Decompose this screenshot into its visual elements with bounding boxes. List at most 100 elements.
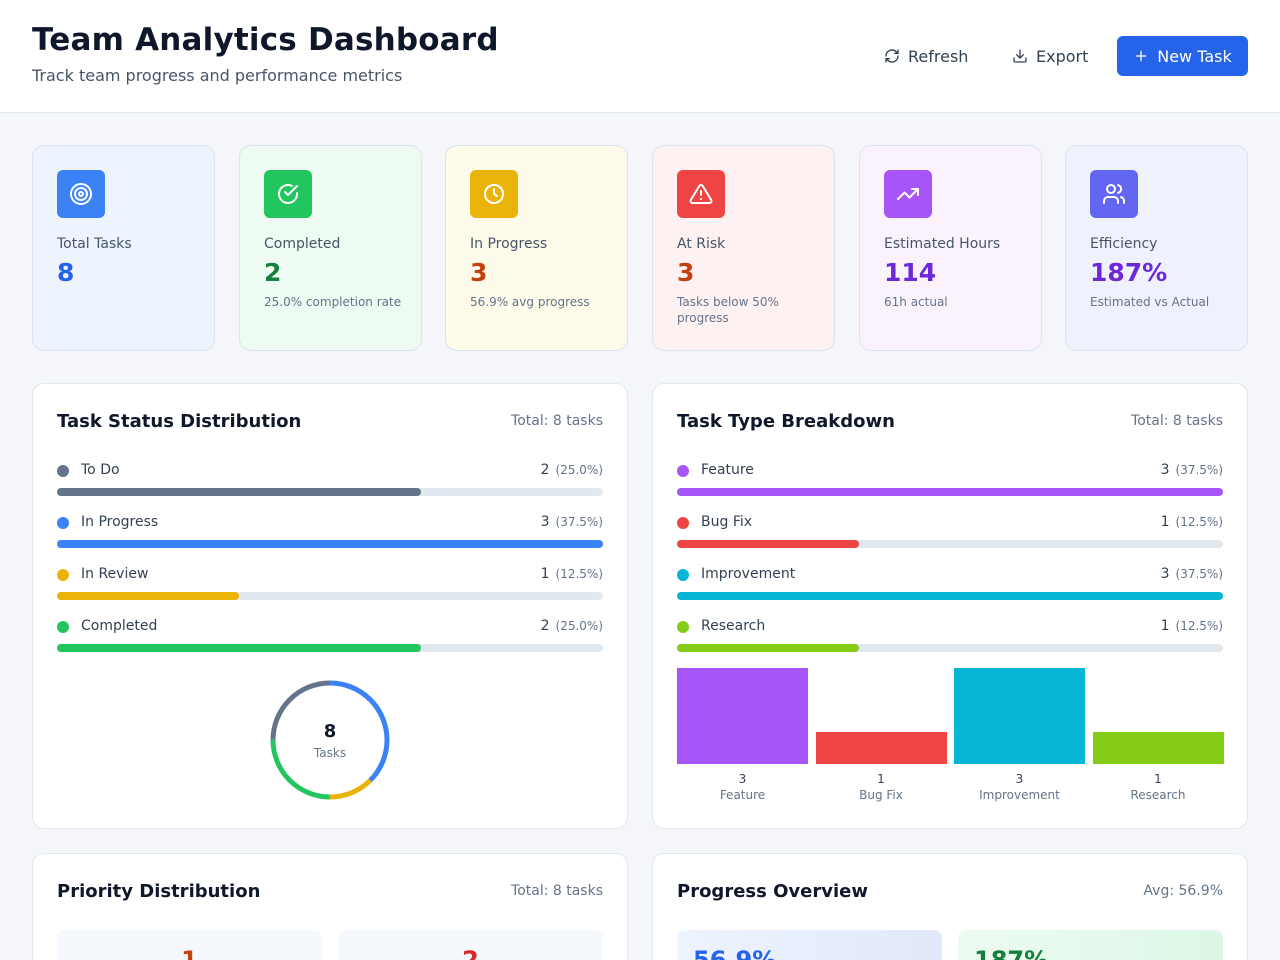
row-label: Bug Fix <box>701 514 753 530</box>
stat-subtext: Estimated vs Actual <box>1090 295 1210 309</box>
refresh-button[interactable]: Refresh <box>884 36 968 76</box>
row-label: Research <box>701 618 766 634</box>
row-count: 3 (37.5%) <box>1161 566 1223 582</box>
progress-fill <box>57 540 603 548</box>
row-percent: (12.5%) <box>1175 515 1223 529</box>
donut-label: Tasks <box>313 746 347 760</box>
bar-category-label: Feature <box>719 788 766 802</box>
new-task-button[interactable]: New Task <box>1117 36 1248 76</box>
legend-dot <box>677 569 689 581</box>
bar-category-label: Research <box>1130 788 1186 802</box>
row-percent: (12.5%) <box>555 567 603 581</box>
row-count-value: 2 <box>540 462 550 478</box>
task-type-bar-chart: 3 Feature 1 Bug Fix 3 Improvement 1 Research <box>677 668 1224 804</box>
stat-label: Estimated Hours <box>884 236 1001 252</box>
export-button[interactable]: Export <box>1012 36 1088 76</box>
distribution-row: Completed 2 (25.0%) <box>57 618 603 658</box>
legend-dot <box>677 517 689 529</box>
panel-total: Total: 8 tasks <box>511 883 603 899</box>
bar-bug-fix <box>815 732 947 764</box>
stat-subtext: 61h actual <box>884 295 948 309</box>
stat-card-completed: Completed 2 25.0% completion rate <box>239 145 422 351</box>
plus-icon <box>1135 50 1147 62</box>
row-label: In Progress <box>81 514 159 530</box>
progress-fill <box>677 592 1223 600</box>
stat-subtext: Tasks below 50% progress <box>677 295 779 325</box>
distribution-row: Improvement 3 (37.5%) <box>677 566 1223 606</box>
row-percent: (37.5%) <box>1175 567 1223 581</box>
bar-research <box>1092 732 1224 764</box>
page-subtitle: Track team progress and performance metr… <box>32 66 403 85</box>
row-count: 1 (12.5%) <box>541 566 603 582</box>
panel-total: Total: 8 tasks <box>511 413 603 429</box>
progress-fill <box>57 644 422 652</box>
legend-dot <box>677 621 689 633</box>
distribution-row: Bug Fix 1 (12.5%) <box>677 514 1223 554</box>
row-percent: (37.5%) <box>555 515 603 529</box>
distribution-row: In Progress 3 (37.5%) <box>57 514 603 554</box>
priority-count: 1 <box>181 946 198 960</box>
legend-dot <box>677 465 689 477</box>
refresh-label: Refresh <box>908 46 969 66</box>
priority-card: 1 <box>57 930 322 960</box>
distribution-row: Research 1 (12.5%) <box>677 618 1223 658</box>
progress-track <box>57 592 603 600</box>
new-task-label: New Task <box>1157 46 1232 66</box>
panel-title: Priority Distribution <box>57 881 261 902</box>
check-circle-icon <box>264 170 312 218</box>
row-count: 3 (37.5%) <box>1161 462 1223 478</box>
bar-improvement <box>954 668 1085 764</box>
progress-fill <box>677 488 1223 496</box>
progress-panel: Progress Overview Avg: 56.9% 56.9% 187% <box>652 853 1248 960</box>
panel-title: Progress Overview <box>677 881 868 902</box>
progress-fill <box>677 540 859 548</box>
stat-label: Completed <box>264 236 341 252</box>
progress-track <box>677 488 1223 496</box>
stat-subtext: 25.0% completion rate <box>264 295 402 309</box>
progress-card: 56.9% <box>677 930 942 960</box>
row-count-value: 1 <box>1160 514 1170 530</box>
stat-value: 3 <box>470 258 488 287</box>
download-icon <box>1013 49 1027 63</box>
row-label: To Do <box>81 462 120 478</box>
row-label: Improvement <box>701 566 796 582</box>
row-label: Feature <box>701 462 754 478</box>
stat-value: 8 <box>57 258 75 287</box>
progress-track <box>57 540 603 548</box>
stat-label: Total Tasks <box>57 236 132 252</box>
users-icon <box>1090 170 1138 218</box>
stat-value: 3 <box>677 258 695 287</box>
alert-triangle-icon <box>677 170 725 218</box>
progress-fill <box>677 644 859 652</box>
stat-value: 2 <box>264 258 282 287</box>
progress-track <box>677 540 1223 548</box>
stat-card-in-progress: In Progress 3 56.9% avg progress <box>445 145 628 351</box>
row-count-value: 3 <box>1160 462 1170 478</box>
progress-value: 187% <box>974 946 1049 960</box>
priority-card: 2 <box>338 930 603 960</box>
donut-segment <box>270 680 390 800</box>
row-percent: (25.0%) <box>555 619 603 633</box>
row-label: Completed <box>81 618 158 634</box>
panel-avg: Avg: 56.9% <box>1143 883 1223 899</box>
progress-track <box>677 644 1223 652</box>
stat-card-estimated-hours: Estimated Hours 114 61h actual <box>859 145 1042 351</box>
clock-icon <box>470 170 518 218</box>
row-count-value: 1 <box>1160 618 1170 634</box>
progress-track <box>57 488 603 496</box>
progress-fill <box>57 488 422 496</box>
stat-value: 114 <box>884 258 937 287</box>
bar-category-label: Improvement <box>979 788 1060 802</box>
stat-label: In Progress <box>470 236 548 252</box>
stat-card-at-risk: At Risk 3 Tasks below 50% progress <box>652 145 835 351</box>
stat-card-efficiency: Efficiency 187% Estimated vs Actual <box>1065 145 1248 351</box>
bar-value-label: 3 <box>1015 772 1024 786</box>
progress-value: 56.9% <box>693 946 777 960</box>
priority-count: 2 <box>462 946 479 960</box>
task-type-panel: Task Type Breakdown Total: 8 tasks Featu… <box>652 383 1248 829</box>
export-label: Export <box>1036 46 1089 66</box>
legend-dot <box>57 621 69 633</box>
legend-dot <box>57 465 69 477</box>
row-count-value: 3 <box>540 514 550 530</box>
distribution-row: Feature 3 (37.5%) <box>677 462 1223 502</box>
